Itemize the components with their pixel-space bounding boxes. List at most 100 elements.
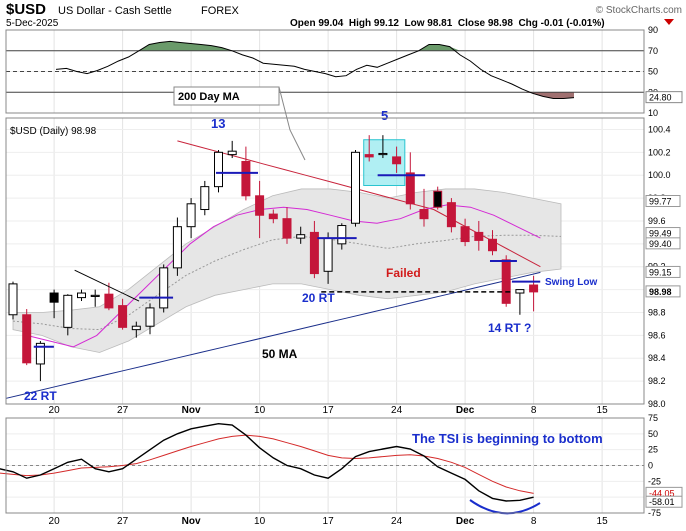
price-panel: 98.098.298.498.698.899.099.299.499.699.8… [5,86,681,416]
candle-body [515,289,525,294]
count-5: 5 [381,108,388,123]
candle-body [364,154,374,158]
tsi-tick-label: 25 [648,445,658,455]
candle-body [255,195,265,216]
candle-body [296,234,306,239]
price-x-label: 27 [117,405,129,416]
instrument-name: US Dollar - Cash Settle [58,5,172,17]
candle-body [145,307,155,327]
date-label: 5-Dec-2025 [6,18,59,29]
candle-body [214,151,223,188]
price-right-label: 99.15 [649,267,672,277]
price-right-label: 99.77 [649,197,672,207]
count-13: 13 [211,116,225,131]
price-tick-label: 100.4 [648,124,671,134]
candle-body [77,292,86,299]
candle-body [282,218,292,239]
tsi-x-label: 8 [531,516,537,527]
price-tick-label: 98.0 [648,399,666,409]
ma200-callout: 200 Day MA [178,91,240,103]
rsi-panel: 103050709024.80 [5,25,683,118]
price-x-label: 8 [531,405,537,416]
tsi-x-label: Dec [456,516,475,527]
bottom-arc [469,499,541,515]
rsi-tick-label: 70 [648,46,658,56]
candle-body [159,267,169,309]
candle-body [323,237,333,272]
price-x-label: Dec [456,405,475,416]
price-value-box [645,285,681,298]
rsi-tick-label: 90 [648,25,658,35]
tsi-signal-value: -44.05 [649,488,675,498]
candle-body [419,209,429,220]
tsi-value: -58.01 [649,497,675,507]
rsi-value-box [645,91,683,104]
candle-body [405,172,415,205]
tsi-x-label: 15 [597,516,609,527]
dropdown-icon[interactable] [664,19,674,25]
tsi-tick-label: 0 [648,461,653,471]
symbol-label: $USD [6,1,46,18]
trend-line [74,269,140,302]
price-tick-label: 98.2 [648,376,666,386]
candle-body [392,156,402,165]
candle-body [200,186,210,211]
candle-body [8,283,18,316]
tsi-signal-line [0,434,534,494]
price-tick-label: 98.4 [648,353,666,363]
tsi-x-label: 20 [49,516,61,527]
tsi-annotation: The TSI is beginning to bottom [412,431,603,446]
tsi-tick-label: -75 [648,508,661,518]
tsi-frame [5,417,645,514]
candle-body [268,213,278,220]
rsi-tick-label: 10 [648,108,658,118]
failed-label: Failed [386,266,421,280]
tsi-x-label: Nov [182,516,201,527]
price-right-label: 98.98 [649,287,672,297]
tsi-tick-label: 75 [648,413,658,423]
candle-body [172,226,182,269]
candle-body [488,238,497,252]
candle-body [63,294,73,328]
tsi-line [0,422,534,502]
ohlc-label: Open 99.04 High 99.12 Low 98.81 Close 98… [290,18,605,29]
tsi-value-box [645,495,683,508]
candle-body [131,325,141,331]
candle-body [337,225,347,245]
candle-body [241,160,251,197]
tsi-x-label: 17 [323,516,335,527]
ma50-callout: 50 MA [262,347,298,361]
candle-body [474,231,484,241]
price-tick-label: 100.2 [648,147,671,157]
candle-body [433,190,443,208]
candle-body [118,305,128,328]
price-tick-label: 100.0 [648,170,671,180]
count-22rt: 22 RT [24,389,57,403]
price-tick-label: 99.6 [648,216,666,226]
count-20rt: 20 RT [302,291,335,305]
price-value-box [645,265,681,278]
price-x-label: 20 [49,405,61,416]
candle-body [529,284,539,293]
candle-body [104,293,114,309]
candle-body [378,152,388,156]
price-tick-label: 98.6 [648,330,666,340]
credit-label: © StockCharts.com [596,5,682,16]
candle-body [501,259,511,304]
rsi-current-value: 24.80 [649,93,672,103]
count-14rt: 14 RT ? [488,321,531,335]
chart-header: $USD US Dollar - Cash Settle FOREX © Sto… [6,1,682,29]
candle-body [351,151,360,224]
price-x-label: 17 [323,405,335,416]
candle-body [22,314,32,364]
price-right-label: 99.40 [649,239,672,249]
price-x-label: 24 [391,405,403,416]
candle-body [186,203,196,228]
tsi-x-label: 27 [117,516,129,527]
tsi-x-label: 24 [391,516,403,527]
candle-body [35,342,45,365]
price-x-label: Nov [182,405,201,416]
callout-pointer [278,86,306,161]
price-tick-label: 98.8 [648,307,666,317]
